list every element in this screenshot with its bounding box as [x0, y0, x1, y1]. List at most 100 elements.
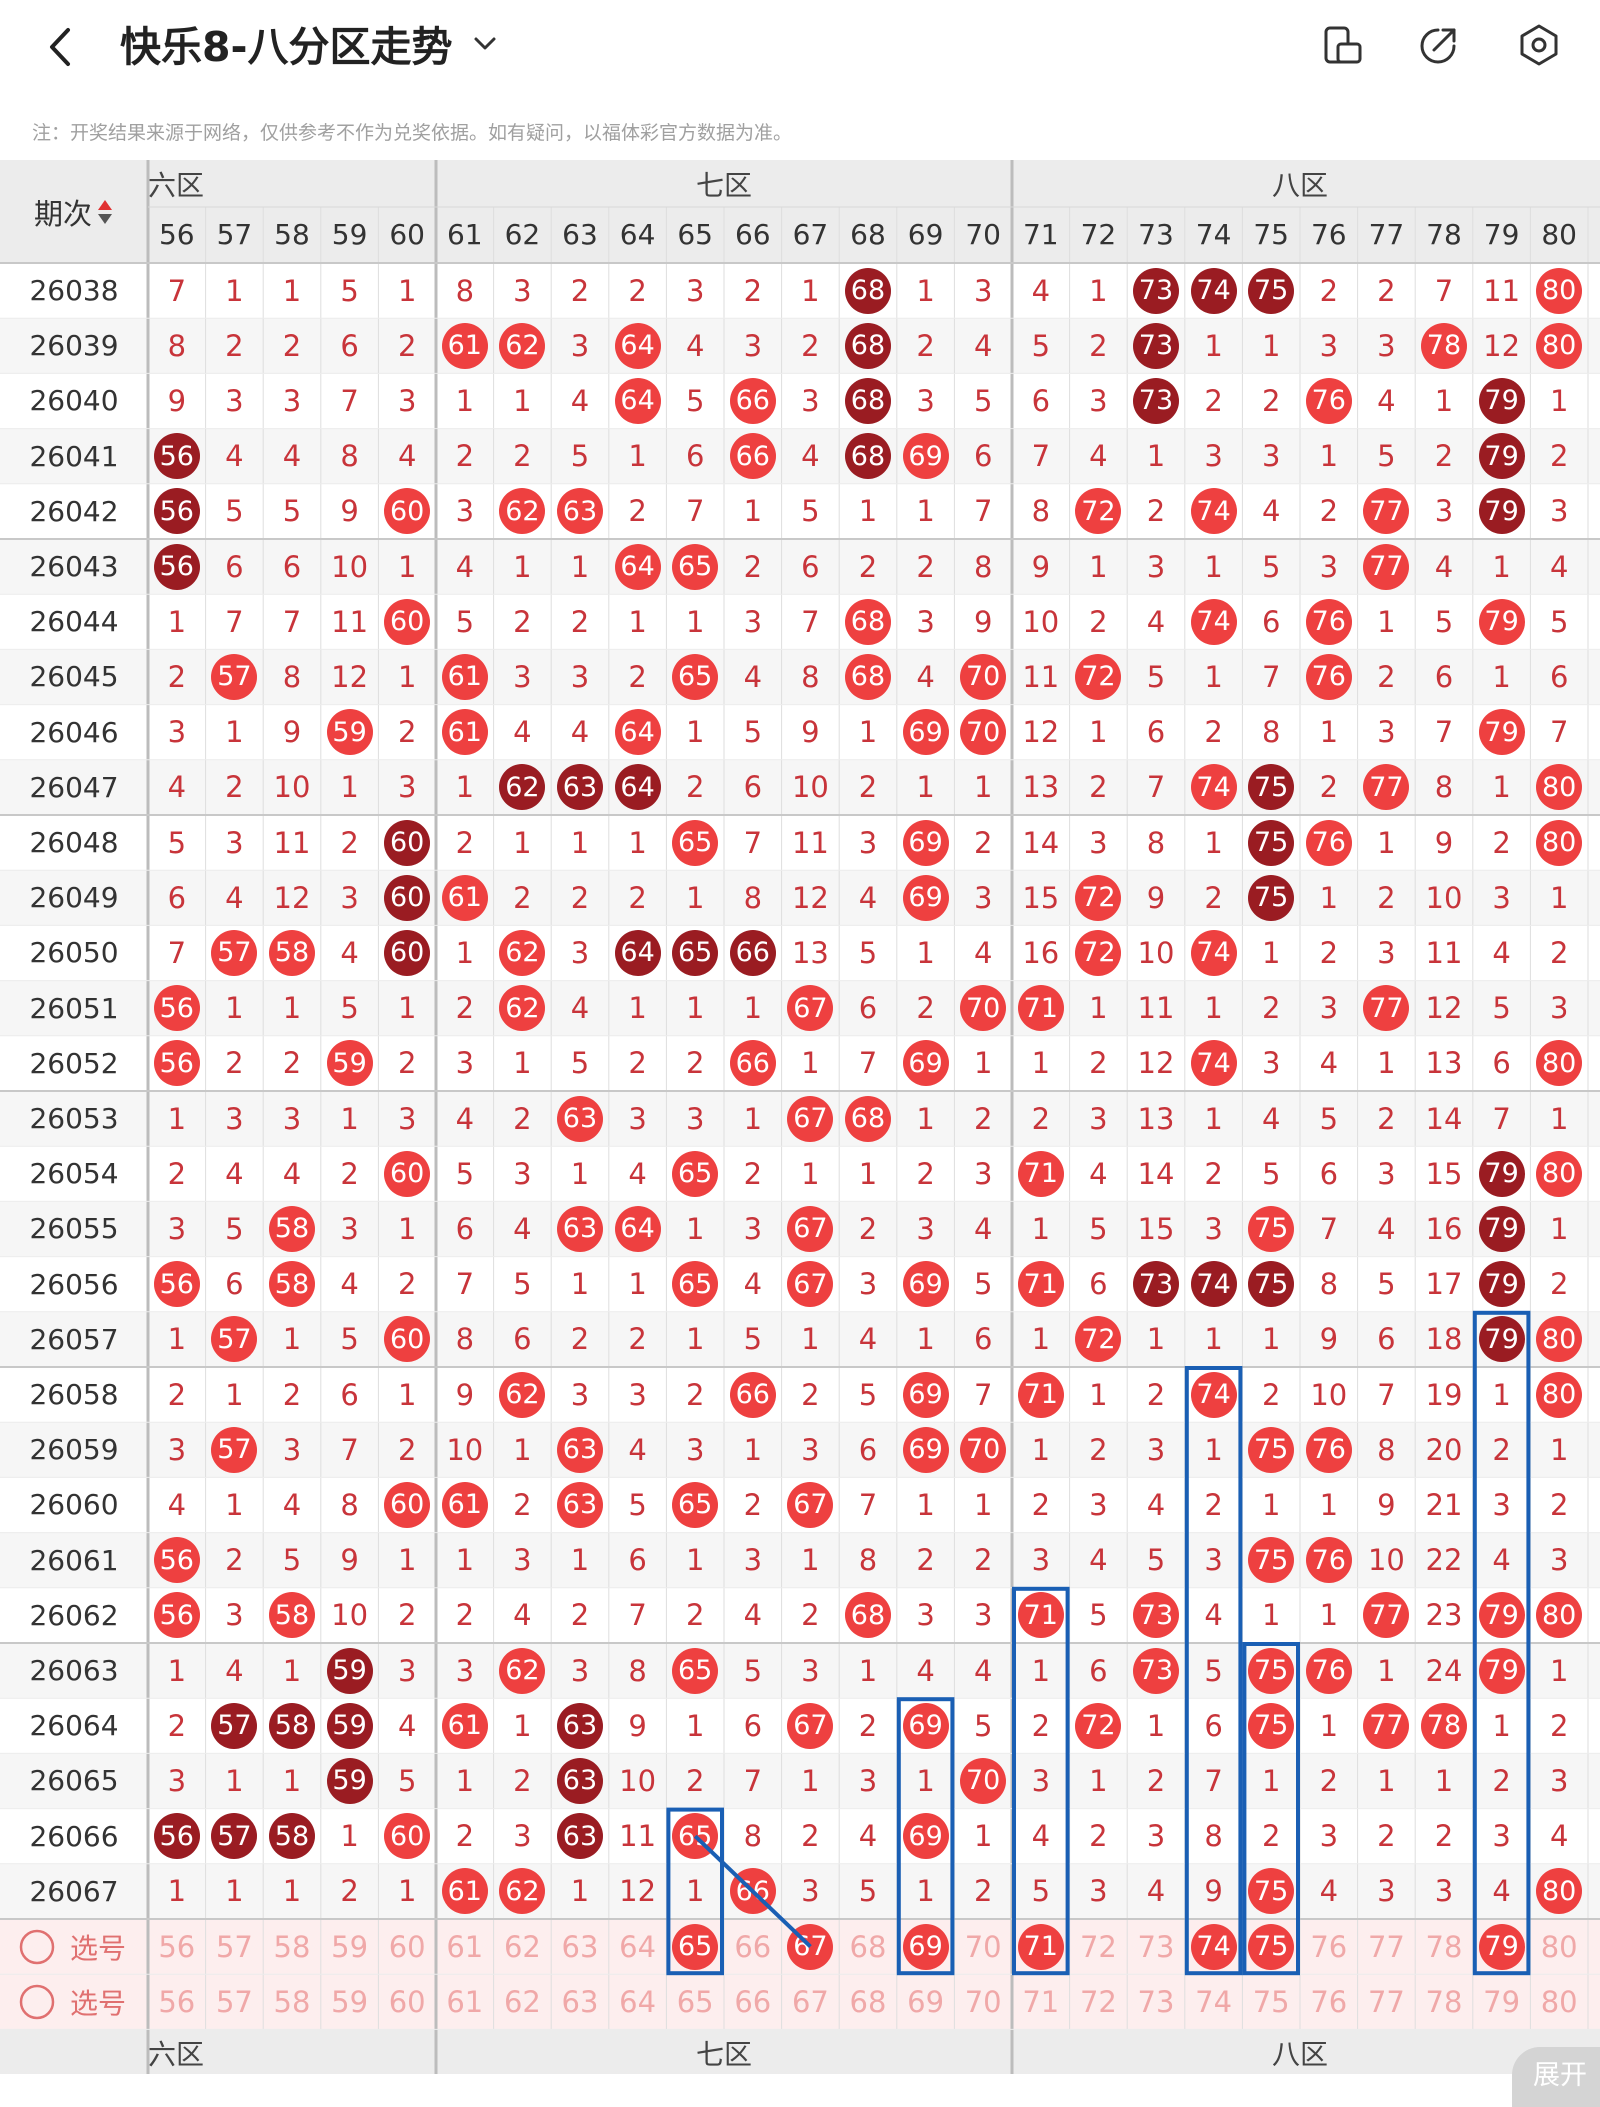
trend-cell[interactable]: 5 — [1070, 1201, 1128, 1256]
trend-cell[interactable]: 4 — [1012, 1809, 1070, 1864]
trend-cell[interactable]: 60 — [378, 1146, 436, 1201]
trend-cell[interactable]: 79 — [1473, 1257, 1531, 1312]
trend-cell[interactable]: 3 — [494, 649, 552, 704]
trend-cell[interactable]: 3 — [897, 1201, 955, 1256]
trend-cell[interactable]: 63 — [551, 1753, 609, 1808]
trend-cell[interactable]: 2 — [1473, 1422, 1531, 1477]
trend-cell[interactable]: 2 — [1012, 1091, 1070, 1146]
trend-cell[interactable]: 1 — [666, 594, 724, 649]
pick-number-cell[interactable]: 56 — [148, 1974, 206, 2029]
trend-cell[interactable]: 2 — [1242, 981, 1300, 1036]
trend-cell[interactable]: 9 — [1185, 1864, 1243, 1919]
trend-cell[interactable]: 2 — [436, 1809, 494, 1864]
trend-cell[interactable]: 6 — [1530, 649, 1588, 704]
trend-cell[interactable]: 2 — [1358, 1091, 1416, 1146]
trend-cell[interactable]: 2 — [1530, 429, 1588, 484]
trend-cell[interactable]: 11 — [782, 815, 840, 870]
trend-cell[interactable]: 9 — [1358, 1477, 1416, 1532]
trend-cell[interactable]: 1 — [378, 981, 436, 1036]
trend-cell[interactable]: 62 — [494, 1864, 552, 1919]
trend-cell[interactable]: 75 — [1242, 870, 1300, 925]
trend-cell[interactable]: 3 — [263, 373, 321, 428]
trend-cell[interactable]: 3 — [1473, 870, 1531, 925]
trend-cell[interactable]: 74 — [1185, 1036, 1243, 1091]
pick-number-cell[interactable]: 74 — [1185, 1974, 1243, 2029]
pick-number-cell[interactable]: 67 — [782, 1974, 840, 2029]
trend-cell[interactable]: 4 — [724, 1588, 782, 1643]
trend-cell[interactable]: 3 — [436, 484, 494, 539]
trend-cell[interactable]: 7 — [1473, 1091, 1531, 1146]
trend-cell[interactable]: 66 — [724, 373, 782, 428]
trend-cell[interactable]: 63 — [551, 1091, 609, 1146]
trend-cell[interactable]: 65 — [666, 539, 724, 594]
trend-cell[interactable]: 65 — [666, 925, 724, 980]
trend-cell[interactable]: 4 — [609, 1422, 667, 1477]
trend-cell[interactable]: 3 — [1300, 981, 1358, 1036]
trend-cell[interactable]: 58 — [263, 925, 321, 980]
trend-cell[interactable]: 1 — [839, 484, 897, 539]
trend-cell[interactable]: 3 — [1070, 1864, 1128, 1919]
trend-cell[interactable]: 9 — [1300, 1312, 1358, 1367]
trend-cell[interactable]: 4 — [839, 1809, 897, 1864]
trend-cell[interactable]: 69 — [897, 1809, 955, 1864]
trend-cell[interactable]: 1 — [897, 1753, 955, 1808]
trend-cell[interactable]: 2 — [494, 1091, 552, 1146]
trend-cell[interactable]: 2 — [609, 484, 667, 539]
trend-cell[interactable]: 2 — [1012, 1477, 1070, 1532]
trend-cell[interactable]: 2 — [897, 539, 955, 594]
trend-cell[interactable]: 1 — [1300, 1588, 1358, 1643]
trend-cell[interactable]: 1 — [436, 1753, 494, 1808]
trend-cell[interactable]: 2 — [1185, 870, 1243, 925]
trend-cell[interactable]: 7 — [839, 1477, 897, 1532]
trend-cell[interactable]: 58 — [263, 1698, 321, 1753]
trend-cell[interactable]: 2 — [436, 429, 494, 484]
trend-cell[interactable]: 3 — [782, 1422, 840, 1477]
trend-cell[interactable]: 72 — [1070, 925, 1128, 980]
trend-cell[interactable]: 1 — [609, 594, 667, 649]
trend-cell[interactable]: 5 — [1185, 1643, 1243, 1698]
trend-cell[interactable]: 1 — [1530, 870, 1588, 925]
trend-cell[interactable]: 80 — [1530, 1036, 1588, 1091]
trend-cell[interactable]: 7 — [1012, 429, 1070, 484]
trend-cell[interactable]: 3 — [839, 1257, 897, 1312]
trend-cell[interactable]: 72 — [1070, 1312, 1128, 1367]
page-title[interactable]: 快乐8-八分区走势 — [120, 23, 453, 71]
trend-cell[interactable]: 9 — [321, 1533, 379, 1588]
trend-cell[interactable]: 2 — [1012, 1698, 1070, 1753]
trend-cell[interactable]: 8 — [1127, 815, 1185, 870]
trend-cell[interactable]: 4 — [1185, 1588, 1243, 1643]
trend-cell[interactable]: 3 — [436, 1643, 494, 1698]
trend-cell[interactable]: 2 — [436, 815, 494, 870]
pick-number-cell[interactable]: 67 — [782, 1919, 840, 1974]
trend-cell[interactable]: 1 — [782, 1312, 840, 1367]
pick-number-cell[interactable]: 71 — [1012, 1974, 1070, 2029]
trend-cell[interactable]: 1 — [724, 484, 782, 539]
trend-cell[interactable]: 80 — [1530, 1864, 1588, 1919]
trend-cell[interactable]: 69 — [897, 815, 955, 870]
trend-cell[interactable]: 1 — [148, 1312, 206, 1367]
trend-cell[interactable]: 1 — [551, 815, 609, 870]
trend-cell[interactable]: 1 — [551, 539, 609, 594]
trend-cell[interactable]: 7 — [436, 1257, 494, 1312]
trend-cell[interactable]: 66 — [724, 1864, 782, 1919]
trend-cell[interactable]: 12 — [1473, 318, 1531, 373]
trend-cell[interactable]: 65 — [666, 1257, 724, 1312]
trend-cell[interactable]: 2 — [494, 870, 552, 925]
trend-cell[interactable]: 4 — [263, 429, 321, 484]
trend-cell[interactable]: 1 — [782, 1753, 840, 1808]
pick-number-cell[interactable]: 64 — [609, 1919, 667, 1974]
trend-cell[interactable]: 59 — [321, 1753, 379, 1808]
trend-cell[interactable]: 1 — [263, 981, 321, 1036]
trend-cell[interactable]: 75 — [1242, 760, 1300, 815]
trend-cell[interactable]: 73 — [1127, 1588, 1185, 1643]
trend-cell[interactable]: 1 — [321, 760, 379, 815]
trend-cell[interactable]: 13 — [1012, 760, 1070, 815]
trend-cell[interactable]: 63 — [551, 1809, 609, 1864]
trend-cell[interactable]: 1 — [782, 1036, 840, 1091]
trend-cell[interactable]: 79 — [1473, 594, 1531, 649]
trend-cell[interactable]: 70 — [954, 1422, 1012, 1477]
trend-cell[interactable]: 6 — [263, 539, 321, 594]
trend-cell[interactable]: 2 — [148, 1146, 206, 1201]
trend-cell[interactable]: 5 — [954, 1257, 1012, 1312]
trend-cell[interactable]: 11 — [1012, 649, 1070, 704]
